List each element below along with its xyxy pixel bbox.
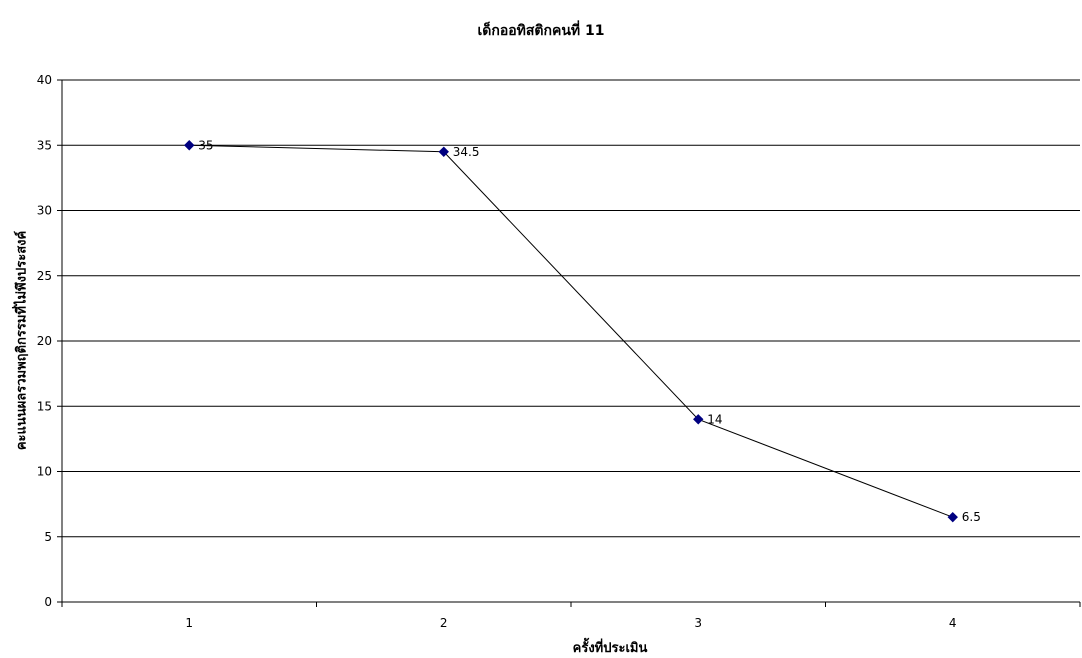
x-tick-label: 1	[185, 616, 193, 630]
data-label: 34.5	[453, 145, 480, 159]
y-tick-label: 30	[37, 204, 52, 218]
series-group: 35 34.5 14 6.5	[184, 138, 981, 524]
chart-title: เด็กออทิสติกคนที่ 11	[477, 23, 605, 39]
data-point-marker	[693, 414, 704, 425]
data-label: 6.5	[962, 510, 981, 524]
y-tick-label: 35	[37, 138, 52, 152]
y-tick-label: 40	[37, 73, 52, 87]
y-tick-label: 15	[37, 399, 52, 413]
series-line	[189, 144, 953, 518]
tick-labels: 0 5 10 15 20 25 30 35 40 1 2 3 4	[37, 73, 957, 630]
data-label: 35	[198, 138, 213, 152]
axes	[57, 79, 1081, 607]
x-axis-label: ครั้งที่ประเมิน	[572, 641, 648, 656]
x-tick-label: 2	[440, 616, 448, 630]
x-tick-label: 3	[694, 616, 702, 630]
y-tick-label: 5	[44, 530, 52, 544]
gridlines	[62, 79, 1080, 538]
data-label: 14	[707, 412, 722, 426]
data-point-marker	[438, 146, 449, 157]
x-tick-label: 4	[949, 616, 957, 630]
y-tick-label: 10	[37, 465, 52, 479]
y-tick-label: 20	[37, 334, 52, 348]
data-point-marker	[184, 140, 195, 151]
y-tick-label: 25	[37, 269, 52, 283]
data-point-marker	[947, 511, 958, 523]
y-tick-label: 0	[44, 595, 52, 609]
